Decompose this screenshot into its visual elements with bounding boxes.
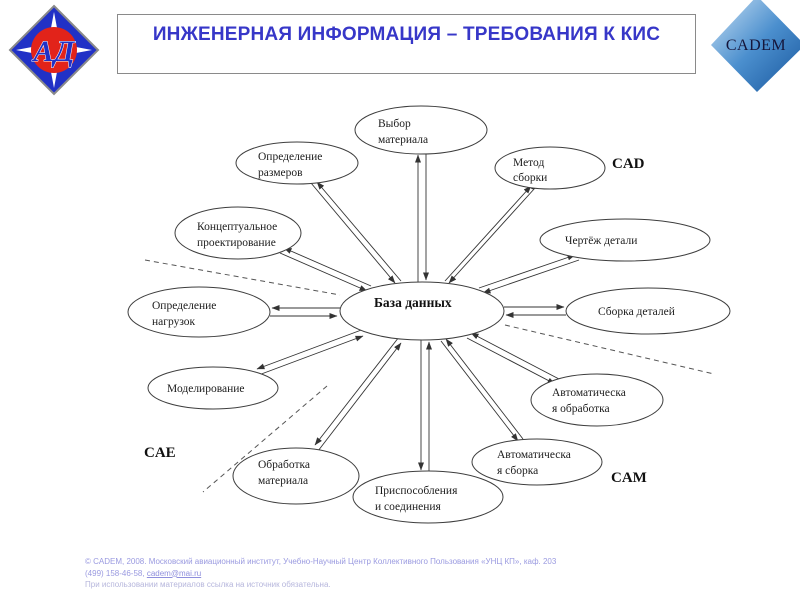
node-ellipse [354, 105, 488, 155]
node-label: размеров [258, 167, 303, 179]
node-label: База данных [374, 295, 452, 310]
mai-logo: АД [8, 4, 100, 96]
node-baza-dannyh: База данных [339, 281, 505, 341]
node-label: Моделирование [167, 383, 245, 395]
node-label: Обработка [258, 459, 310, 471]
footer-phone: (499) 158-46-58, [85, 568, 145, 578]
zone-label-cae: CAE [144, 445, 176, 461]
node-label: я сборка [497, 465, 538, 477]
node-opredelenie-razmerov: Определение размеров [235, 141, 359, 185]
zone-label-cam: CAM [611, 470, 647, 486]
page-title: ИНЖЕНЕРНАЯ ИНФОРМАЦИЯ – ТРЕБОВАНИЯ К КИС [152, 24, 661, 45]
node-ellipse [127, 286, 271, 338]
divider-cae-cam [202, 385, 328, 493]
node-label: Автоматическа [552, 387, 626, 399]
node-label: Автоматическа [497, 449, 571, 461]
node-ellipse [174, 206, 302, 260]
node-label: Концептуальное [197, 221, 277, 233]
connector-out-modelirovanie [256, 328, 365, 370]
node-ellipse [471, 438, 603, 486]
node-vybor-materiala: Выбор материала [354, 105, 488, 155]
connector-in-metod [448, 187, 536, 284]
node-label: Определение [152, 300, 216, 312]
connector-in-kontsept [279, 252, 368, 292]
node-ellipse [147, 366, 279, 410]
connector-in-obrabotka [317, 342, 402, 452]
connector-out-avto-sborka [440, 340, 519, 442]
footer-email-link[interactable]: cadem@mai.ru [146, 568, 202, 578]
node-label: и соединения [375, 501, 442, 513]
node-ellipse [539, 218, 711, 262]
node-ellipse [352, 470, 504, 524]
connector-out-metod [444, 185, 532, 282]
node-ellipse [530, 373, 664, 427]
zone-label-cad: CAD [612, 156, 645, 172]
cadem-logo: CADEM [711, 0, 800, 92]
connector-out-avto-obrabotka [466, 337, 556, 385]
title-box: ИНЖЕНЕРНАЯ ИНФОРМАЦИЯ – ТРЕБОВАНИЯ К КИС [117, 14, 696, 74]
node-obrabotka-materiala: Обработка материала [232, 447, 360, 505]
node-chertezh-detali: Чертёж детали [539, 218, 711, 262]
node-metod-sborki: Метод сборки [494, 146, 606, 190]
mai-logo-circle [31, 27, 77, 73]
node-opredelenie-nagruzok: Определение нагрузок [127, 286, 271, 338]
node-label: Выбор [378, 118, 411, 130]
node-label: Приспособления [375, 485, 458, 497]
node-label: Сборка деталей [598, 306, 675, 318]
node-avtomaticheskaya-obrabotka: Автоматическа я обработка [530, 373, 664, 427]
node-label: материала [378, 134, 428, 146]
node-ellipse [232, 447, 360, 505]
node-prisposobleniya-i-soedineniya: Приспособления и соединения [352, 470, 504, 524]
node-label: материала [258, 475, 308, 487]
divider-cad-cae [144, 259, 341, 296]
footer-disclaimer: При использовании материалов ссылка на и… [85, 580, 331, 589]
footer-copyright: © CADEM, 2008. Московский авиационный ин… [85, 557, 557, 566]
node-label: Чертёж детали [565, 235, 637, 247]
connector-out-obrabotka [314, 336, 400, 446]
connector-in-razmerov [310, 182, 396, 284]
node-kontseptualnoe-proektirovanie: Концептуальное проектирование [174, 206, 302, 260]
footer: © CADEM, 2008. Московский авиационный ин… [85, 556, 705, 591]
cadem-logo-diamond [711, 0, 800, 92]
node-ellipse [235, 141, 359, 185]
footer-contacts: (499) 158-46-58, cadem@mai.ru [85, 568, 705, 580]
node-label: нагрузок [152, 316, 196, 328]
node-ellipse [339, 281, 505, 341]
node-label: я обработка [552, 403, 610, 415]
connector-out-razmerov [316, 181, 402, 282]
connector-out-kontsept [283, 247, 372, 287]
node-avtomaticheskaya-sborka: Автоматическа я сборка [471, 438, 603, 486]
connector-out-chertezh [478, 254, 576, 289]
node-label: Определение [258, 151, 322, 163]
node-ellipse [494, 146, 606, 190]
node-label: Метод [513, 157, 544, 169]
connector-in-chertezh [482, 259, 580, 294]
node-ellipse [565, 287, 731, 335]
node-sborka-detaley: Сборка деталей [565, 287, 731, 335]
connector-in-avto-obrabotka [470, 332, 560, 380]
connector-in-modelirovanie [255, 335, 364, 377]
node-modelirovanie: Моделирование [147, 366, 279, 410]
node-label: проектирование [197, 237, 276, 249]
node-label: сборки [513, 172, 547, 184]
mai-logo-initials: АД [32, 35, 76, 68]
cadem-logo-text: CADEM [726, 37, 786, 54]
zone-divider-lines [144, 259, 715, 493]
connector-in-avto-sborka [445, 338, 524, 440]
